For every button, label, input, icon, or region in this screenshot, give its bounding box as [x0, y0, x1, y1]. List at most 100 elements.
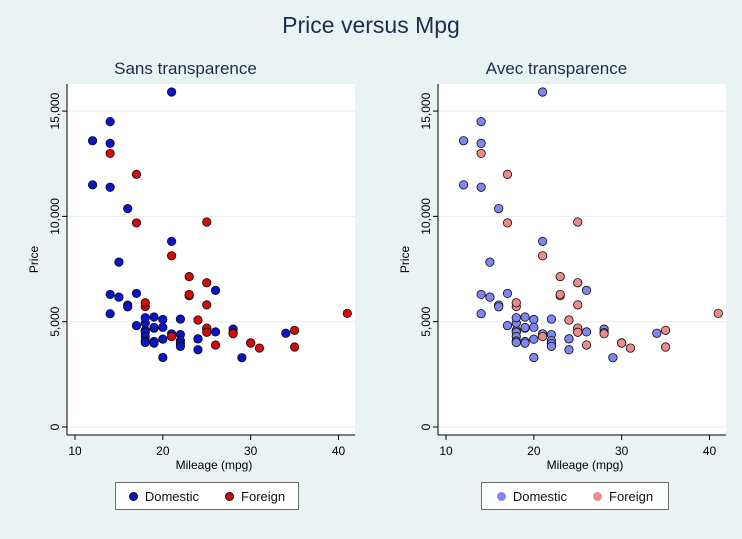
data-point-domestic	[529, 352, 539, 363]
domestic-marker-icon	[128, 491, 138, 501]
data-point-domestic	[237, 353, 247, 363]
data-point-domestic	[494, 302, 504, 312]
y-tick-label: 0	[48, 423, 62, 430]
data-point-foreign	[581, 340, 592, 350]
y-tick-label: 5,000	[419, 306, 433, 336]
data-point-foreign	[342, 308, 352, 318]
domestic-marker-icon	[496, 491, 506, 501]
data-point-domestic	[281, 328, 291, 338]
data-point-domestic	[476, 309, 486, 319]
x-axis-title: Mileage (mpg)	[176, 458, 253, 472]
data-point-foreign	[289, 342, 300, 352]
data-point-foreign	[660, 325, 671, 335]
data-point-domestic	[210, 327, 221, 337]
x-tick-label: 10	[439, 444, 453, 458]
data-point-domestic	[131, 288, 142, 299]
data-point-foreign	[184, 272, 194, 282]
data-point-foreign	[131, 169, 142, 179]
left-panel: Sans transparence 0 5,000 10,000 15,000 10 20…	[0, 56, 371, 516]
data-point-foreign	[625, 343, 636, 353]
left-chart-title: Sans transparence	[114, 59, 257, 78]
plot-area	[438, 84, 726, 435]
data-point-domestic	[502, 320, 513, 331]
data-point-domestic	[529, 322, 539, 332]
data-point-foreign	[202, 300, 212, 310]
data-point-domestic	[158, 322, 168, 332]
left-scatter-plot: 0 5,000 10,000 15,000 10 20 30 40 Mileage (mpg) P…	[27, 84, 355, 472]
x-tick-label: 10	[68, 444, 82, 458]
foreign-marker-icon	[593, 491, 603, 501]
data-point-domestic	[105, 289, 115, 300]
data-point-foreign	[538, 251, 548, 261]
data-point-domestic	[105, 138, 115, 148]
data-point-foreign	[193, 315, 203, 325]
data-point-foreign	[555, 289, 565, 300]
right-legend: Domestic Foreign	[481, 482, 669, 510]
data-point-foreign	[210, 340, 221, 350]
data-point-domestic	[193, 345, 203, 355]
data-point-foreign	[660, 342, 671, 352]
data-point-domestic	[476, 138, 486, 148]
legend-item-domestic: Domestic	[496, 489, 567, 504]
data-point-domestic	[546, 341, 556, 351]
x-tick-label: 20	[527, 444, 541, 458]
data-point-domestic	[529, 314, 539, 325]
series-foreign	[476, 148, 723, 353]
data-point-foreign	[573, 300, 583, 310]
y-axis-title: Price	[398, 246, 412, 274]
data-point-foreign	[564, 315, 574, 325]
data-point-foreign	[573, 217, 583, 227]
y-tick-label: 15,000	[48, 92, 62, 129]
data-point-foreign	[713, 308, 723, 318]
right-panel: Avec transparence 0 5,000 10,000 15,000 10 20…	[371, 56, 742, 516]
data-point-foreign	[511, 298, 521, 308]
data-point-foreign	[289, 325, 300, 335]
data-point-foreign	[167, 251, 177, 261]
data-point-foreign	[502, 218, 513, 228]
foreign-marker-icon	[225, 491, 235, 501]
legend-label-foreign: Foreign	[241, 488, 286, 504]
series-domestic	[458, 87, 662, 363]
data-point-domestic	[114, 292, 124, 302]
data-point-domestic	[175, 341, 185, 351]
data-point-domestic	[114, 257, 124, 267]
data-point-foreign	[184, 289, 194, 300]
data-point-domestic	[520, 312, 530, 322]
data-point-foreign	[167, 331, 177, 342]
data-point-domestic	[458, 180, 469, 190]
left-legend: Domestic Foreign	[115, 482, 299, 510]
data-point-foreign	[131, 218, 142, 228]
data-point-foreign	[502, 169, 513, 179]
data-point-domestic	[149, 322, 159, 333]
data-point-domestic	[608, 353, 618, 363]
data-point-domestic	[476, 182, 486, 192]
series-foreign	[105, 148, 352, 353]
x-tick-label: 40	[703, 444, 717, 458]
x-tick-label: 20	[156, 444, 170, 458]
data-point-foreign	[246, 338, 256, 348]
data-point-domestic	[546, 314, 556, 324]
main-title: Price versus Mpg	[282, 12, 460, 38]
data-point-foreign	[254, 343, 265, 353]
data-point-domestic	[581, 285, 592, 295]
data-point-foreign	[202, 278, 212, 288]
legend-item-foreign: Foreign	[225, 489, 285, 504]
data-point-domestic	[167, 236, 177, 246]
legend-item-foreign: Foreign	[593, 489, 653, 504]
data-point-foreign	[573, 278, 583, 288]
data-point-domestic	[105, 309, 115, 319]
data-point-domestic	[123, 203, 133, 214]
data-point-domestic	[175, 314, 185, 324]
data-point-domestic	[511, 337, 521, 348]
data-point-domestic	[149, 338, 159, 348]
data-point-domestic	[140, 313, 150, 323]
y-tick-label: 0	[419, 423, 433, 430]
y-tick-label: 10,000	[419, 198, 433, 235]
data-point-domestic	[485, 257, 495, 267]
legend-label-domestic: Domestic	[144, 488, 200, 504]
data-point-domestic	[167, 87, 177, 97]
data-point-domestic	[538, 236, 548, 246]
data-point-foreign	[555, 272, 565, 282]
y-tick-label: 10,000	[48, 198, 62, 235]
data-point-domestic	[564, 345, 574, 355]
